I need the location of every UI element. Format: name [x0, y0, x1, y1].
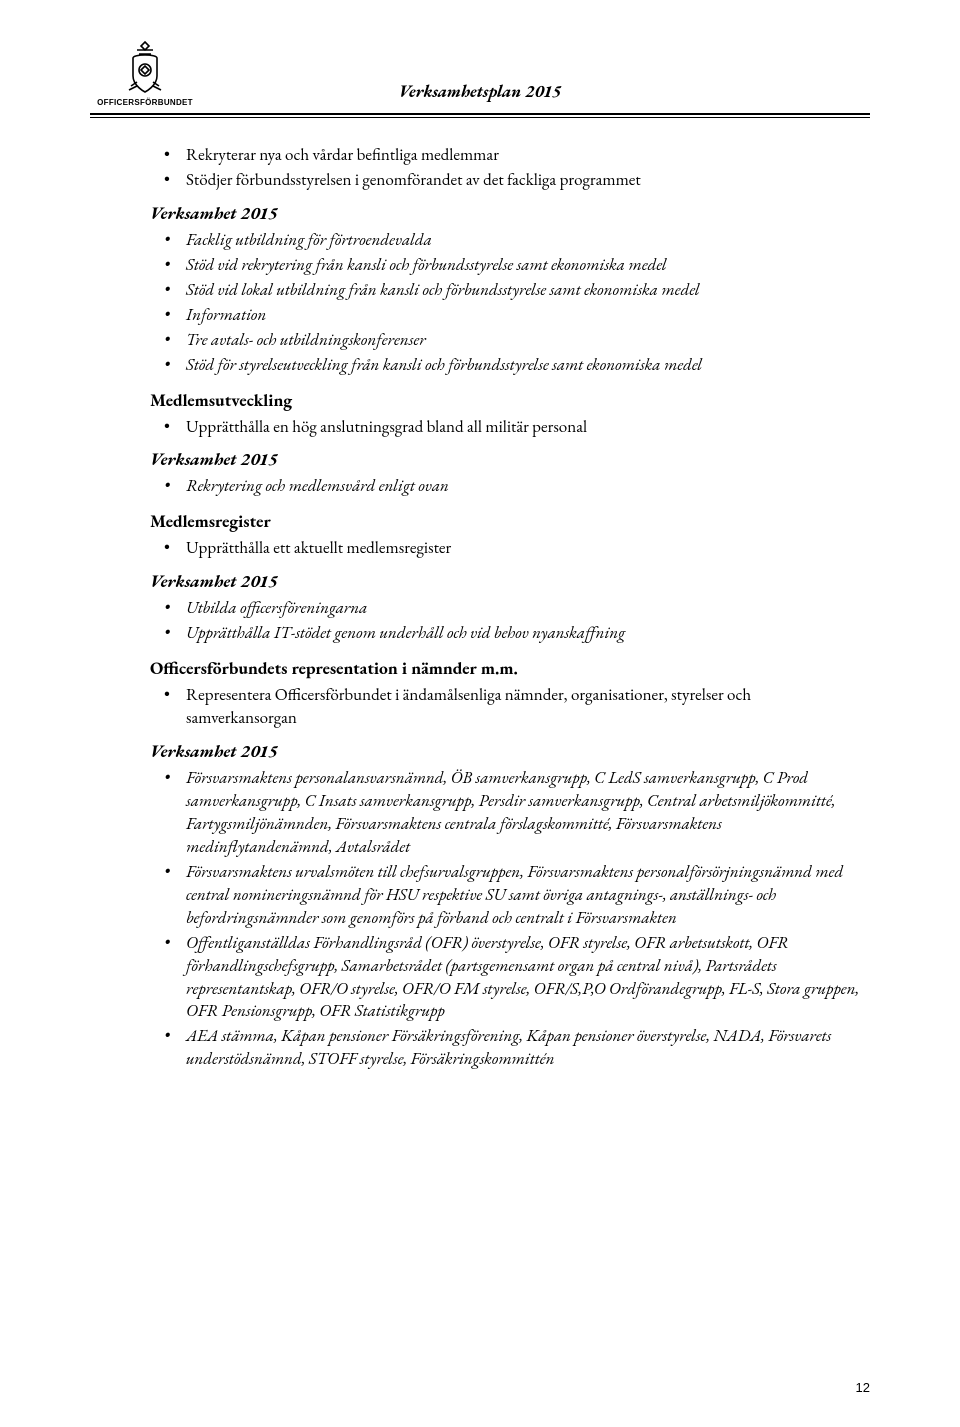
bullet-list: Rekryterar nya och vårdar befintliga med… — [150, 144, 860, 192]
list-item: Tre avtals- och utbildningskonferenser — [150, 329, 860, 352]
bullet-list: Representera Officersförbundet i ändamål… — [150, 684, 860, 730]
list-item: Upprätthålla en hög anslutningsgrad blan… — [150, 416, 860, 439]
section-heading: Verksamhet 2015 — [150, 740, 860, 763]
list-item: Försvarsmaktens urvalsmöten till chefsur… — [150, 861, 860, 930]
list-item: Stöd för styrelseutveckling från kansli … — [150, 354, 860, 377]
bullet-list: Facklig utbildning för förtroendevaldaSt… — [150, 229, 860, 377]
document-title: Verksamhetsplan 2015 — [200, 81, 760, 107]
list-item: Stödjer förbundsstyrelsen i genomförande… — [150, 169, 860, 192]
list-item: Offentliganställdas Förhandlingsråd (OFR… — [150, 932, 860, 1024]
logo-text: OFFICERSFÖRBUNDET — [97, 98, 193, 107]
section-heading: Verksamhet 2015 — [150, 202, 860, 225]
list-item: Rekrytering och medlemsvård enligt ovan — [150, 475, 860, 498]
bullet-list: Rekrytering och medlemsvård enligt ovan — [150, 475, 860, 498]
header-divider-thick — [90, 113, 870, 115]
document-body: Rekryterar nya och vårdar befintliga med… — [90, 144, 870, 1071]
section-heading: Medlemsutveckling — [150, 389, 860, 412]
bullet-list: Upprätthålla ett aktuellt medlemsregiste… — [150, 537, 860, 560]
section-heading: Medlemsregister — [150, 510, 860, 533]
list-item: Upprätthålla ett aktuellt medlemsregiste… — [150, 537, 860, 560]
bullet-list: Utbilda officersföreningarnaUpprätthålla… — [150, 597, 860, 645]
section-heading: Officersförbundets representation i nämn… — [150, 657, 860, 680]
section-heading: Verksamhet 2015 — [150, 448, 860, 471]
page-header: OFFICERSFÖRBUNDET Verksamhetsplan 2015 — [90, 40, 870, 107]
list-item: Information — [150, 304, 860, 327]
list-item: Rekryterar nya och vårdar befintliga med… — [150, 144, 860, 167]
list-item: Facklig utbildning för förtroendevalda — [150, 229, 860, 252]
bullet-list: Upprätthålla en hög anslutningsgrad blan… — [150, 416, 860, 439]
list-item: Stöd vid lokal utbildning från kansli oc… — [150, 279, 860, 302]
list-item: Upprätthålla IT-stödet genom underhåll o… — [150, 622, 860, 645]
header-divider-thin — [90, 117, 870, 118]
section-heading: Verksamhet 2015 — [150, 570, 860, 593]
crest-icon — [123, 40, 167, 96]
logo-block: OFFICERSFÖRBUNDET — [90, 40, 200, 107]
list-item: Försvarsmaktens personalansvarsnämnd, ÖB… — [150, 767, 860, 859]
bullet-list: Försvarsmaktens personalansvarsnämnd, ÖB… — [150, 767, 860, 1071]
list-item: Stöd vid rekrytering från kansli och för… — [150, 254, 860, 277]
list-item: Utbilda officersföreningarna — [150, 597, 860, 620]
list-item: AEA stämma, Kåpan pensioner Försäkringsf… — [150, 1025, 860, 1071]
page-number: 12 — [856, 1380, 870, 1395]
list-item: Representera Officersförbundet i ändamål… — [150, 684, 860, 730]
